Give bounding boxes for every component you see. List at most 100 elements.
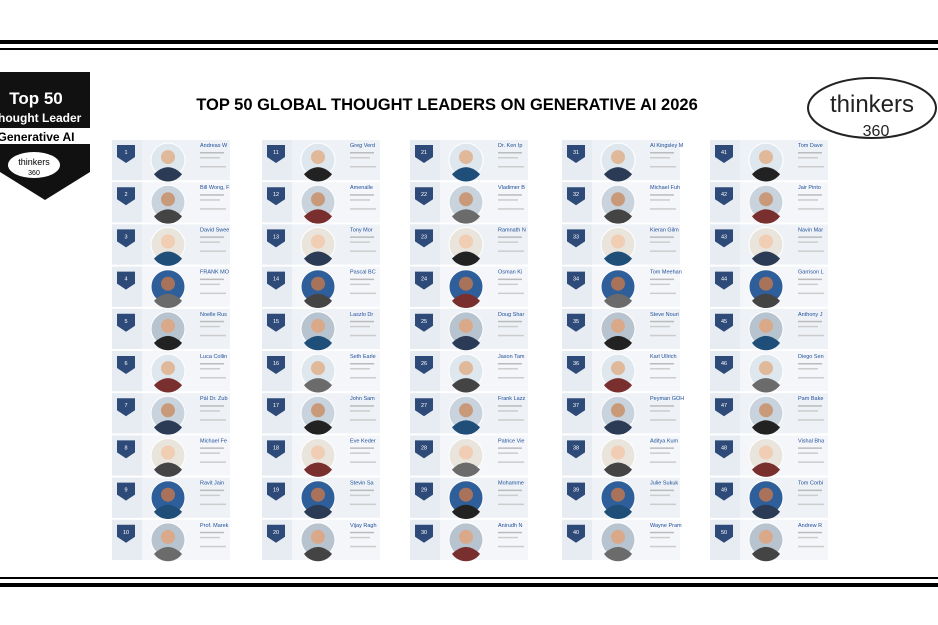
rank: 8 [124, 445, 127, 451]
detail-line [200, 194, 224, 196]
rank: 38 [573, 445, 579, 451]
rank-shield [415, 187, 433, 206]
detail-line [798, 419, 824, 421]
rank-shield [715, 482, 733, 501]
avatar-head [611, 234, 625, 249]
rank: 34 [573, 277, 579, 283]
rank-shield [267, 356, 285, 374]
avatar-head [459, 487, 473, 502]
detail-line [798, 368, 818, 370]
detail-line [498, 241, 518, 243]
leader-name: Doug Shar [498, 312, 524, 318]
leader-card: 11 Greg Verd [262, 140, 380, 182]
detail-line [498, 410, 518, 412]
detail-line [650, 208, 676, 210]
rank-shield [267, 524, 285, 543]
detail-line [350, 334, 376, 337]
leader-name: FRANK MO [200, 270, 230, 276]
rank-shield [715, 145, 733, 163]
rank-shield [567, 187, 585, 206]
rank: 1 [124, 150, 127, 156]
detail-line [650, 405, 674, 407]
detail-line [350, 452, 370, 454]
detail-line [498, 377, 524, 379]
leader-card: 43 Navin Mar [710, 224, 828, 266]
avatar-body [452, 504, 480, 520]
detail-line [350, 545, 376, 548]
avatar-head [759, 318, 773, 333]
rank: 26 [421, 361, 427, 367]
avatar-head [311, 529, 325, 544]
detail-line [650, 489, 674, 492]
avatar-head [459, 276, 473, 291]
rank: 47 [721, 403, 727, 409]
detail-line [650, 363, 674, 365]
rank: 30 [421, 530, 427, 536]
rank: 4 [124, 277, 127, 283]
leader-card: 47 Pam Bake [710, 393, 828, 435]
avatar-body [154, 209, 182, 224]
leader-name: Tom Corbi [798, 481, 823, 487]
leader-name: Tony Mor [350, 227, 373, 233]
avatar-body [604, 335, 632, 351]
detail-line [350, 419, 376, 421]
detail-line [200, 452, 220, 454]
detail-line [650, 536, 670, 539]
leader-name: Vishal Bha [798, 438, 825, 444]
rank: 9 [124, 488, 127, 494]
detail-line [650, 194, 674, 196]
rank-shield [117, 313, 135, 332]
avatar-head [311, 445, 325, 460]
badge-line: Generative AI [0, 130, 74, 144]
avatar-body [752, 167, 780, 182]
rank-shield [715, 187, 733, 206]
detail-line [498, 325, 518, 328]
detail-line [650, 278, 674, 281]
rank: 11 [273, 150, 279, 156]
leader-name: Pam Bake [798, 396, 823, 402]
detail-line [200, 461, 226, 463]
badge-line: Thought Leader [0, 111, 82, 125]
rank: 19 [273, 488, 279, 494]
leader-name: Peyman GOH [650, 396, 684, 402]
avatar-body [304, 504, 332, 520]
leader-name: Karl Ullrich [650, 354, 677, 360]
rank-shield [415, 271, 433, 290]
rank: 14 [273, 277, 279, 283]
detail-line [350, 208, 376, 210]
rank-shield [267, 440, 285, 459]
avatar-head [759, 403, 773, 418]
detail-line [200, 334, 226, 337]
avatar-body [154, 546, 182, 562]
avatar-head [759, 445, 773, 460]
badge-brand: thinkers [18, 157, 50, 167]
avatar-head [311, 487, 325, 502]
rank: 45 [721, 319, 727, 325]
badge-band [0, 128, 90, 144]
detail-line [798, 157, 818, 159]
avatar-body [604, 167, 632, 182]
avatar-body [304, 378, 332, 393]
detail-line [350, 278, 374, 281]
rank-shield [715, 271, 733, 290]
rank: 12 [273, 192, 279, 198]
detail-line [350, 241, 370, 243]
detail-line [200, 278, 224, 281]
detail-line [650, 461, 676, 463]
rank-shield [415, 398, 433, 417]
rank: 35 [573, 319, 579, 325]
rank-shield [567, 229, 585, 248]
leader-card: 7 Pál Dr. Zub [112, 393, 230, 435]
avatar-head [459, 318, 473, 333]
badge-brand-num: 360 [28, 170, 40, 177]
leader-name: Prof. Marek [200, 523, 229, 529]
leader-card: 48 Vishal Bha [710, 435, 828, 477]
leader-card: 5 Noelle Rus [112, 308, 230, 351]
avatar-body [752, 420, 780, 435]
leader-name: Garrison L [798, 270, 824, 276]
leader-name: Stevin Sa [350, 481, 374, 487]
avatar-head [459, 529, 473, 544]
detail-line [200, 536, 220, 539]
avatar-body [604, 293, 632, 309]
rank: 27 [421, 403, 427, 409]
